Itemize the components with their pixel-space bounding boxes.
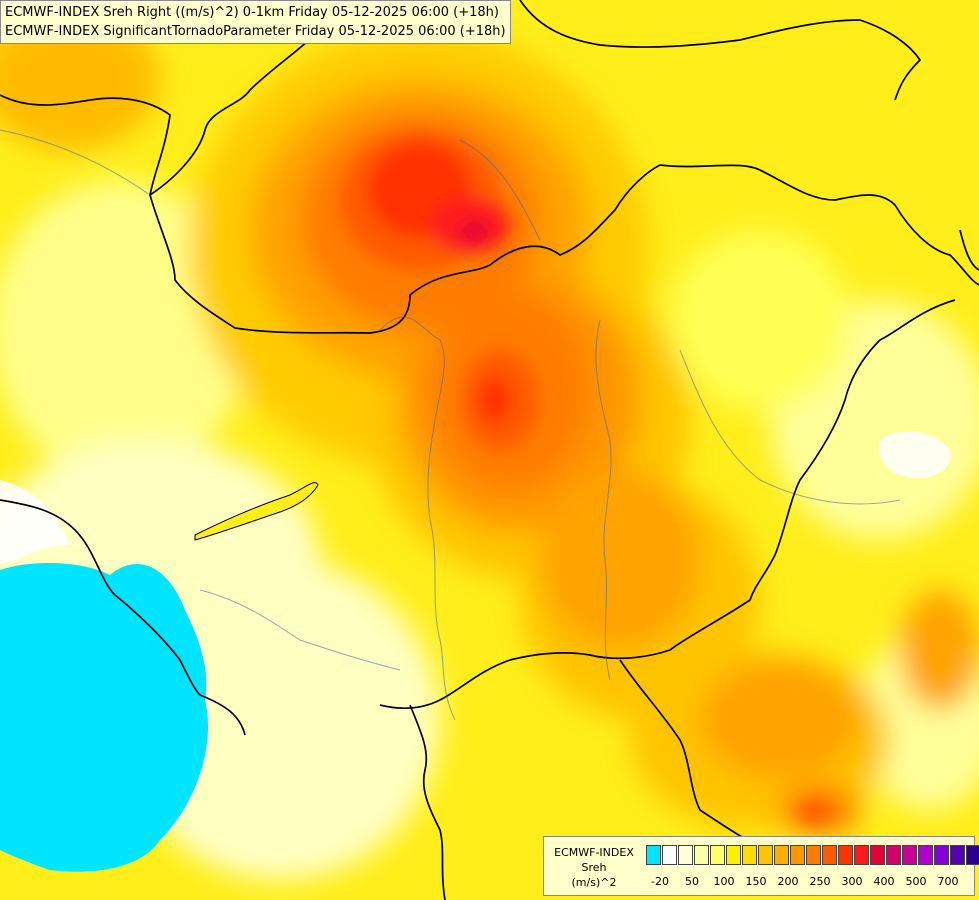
legend-tick-label: 200 bbox=[777, 875, 799, 888]
legend-title-model: ECMWF-INDEX bbox=[554, 846, 634, 859]
legend-swatch bbox=[870, 845, 885, 865]
legend-tick-label: 100 bbox=[713, 875, 735, 888]
legend-swatch bbox=[950, 845, 965, 865]
legend-tick-label: 300 bbox=[841, 875, 863, 888]
legend-tick-label: 700 bbox=[937, 875, 959, 888]
legend-swatch bbox=[694, 845, 709, 865]
legend-tick-label: 50 bbox=[685, 875, 699, 888]
legend-swatch bbox=[678, 845, 693, 865]
legend-swatch bbox=[854, 845, 869, 865]
legend-tick-label: 250 bbox=[809, 875, 831, 888]
title-line-1: ECMWF-INDEX Sreh Right ((m/s)^2) 0-1km F… bbox=[5, 5, 499, 20]
legend-swatch bbox=[726, 845, 741, 865]
legend-swatch bbox=[918, 845, 933, 865]
legend-tick-label: -20 bbox=[651, 875, 669, 888]
legend-swatches bbox=[646, 845, 979, 865]
legend-swatch bbox=[886, 845, 901, 865]
legend-swatch bbox=[838, 845, 853, 865]
legend-title: ECMWF-INDEX Sreh (m/s)^2 bbox=[548, 845, 640, 890]
legend-swatch bbox=[902, 845, 917, 865]
legend-swatch bbox=[710, 845, 725, 865]
legend-swatch bbox=[790, 845, 805, 865]
legend-title-variable: Sreh bbox=[581, 861, 607, 874]
rivers bbox=[0, 129, 901, 721]
legend-title-units: (m/s)^2 bbox=[571, 876, 617, 889]
lake-balaton bbox=[194, 482, 319, 541]
title-box: ECMWF-INDEX Sreh Right ((m/s)^2) 0-1km F… bbox=[0, 0, 511, 44]
legend-tick-label: 150 bbox=[745, 875, 767, 888]
legend-swatch bbox=[758, 845, 773, 865]
color-legend: ECMWF-INDEX Sreh (m/s)^2 -20 50 100 150 200 2… bbox=[543, 836, 979, 896]
legend-swatch bbox=[646, 845, 661, 865]
legend-swatch bbox=[822, 845, 837, 865]
legend-ticks: -20 50 100 150 200 250 300 400 500 700 bbox=[646, 875, 976, 891]
legend-swatch bbox=[806, 845, 821, 865]
legend-swatch bbox=[774, 845, 789, 865]
legend-tick-label: 500 bbox=[905, 875, 927, 888]
legend-swatch bbox=[742, 845, 757, 865]
title-line-2: ECMWF-INDEX SignificantTornadoParameter … bbox=[5, 24, 506, 39]
legend-swatch bbox=[662, 845, 677, 865]
legend-tick-label: 400 bbox=[873, 875, 895, 888]
legend-swatch bbox=[934, 845, 949, 865]
legend-swatch bbox=[966, 845, 979, 865]
